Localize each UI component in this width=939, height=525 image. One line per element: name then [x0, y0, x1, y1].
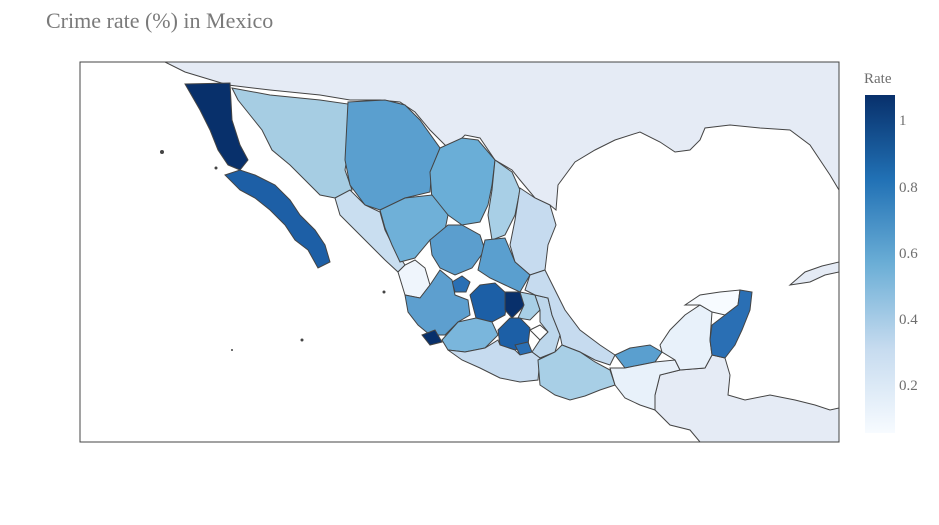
state-nuevo-leon[interactable] [487, 159, 521, 241]
state-colima[interactable] [421, 329, 443, 346]
colorbar-tick-label: 0.2 [899, 378, 918, 394]
state-guerrero[interactable] [447, 339, 541, 383]
colorbar-tick-label: 1 [899, 113, 907, 129]
state-queretaro[interactable] [504, 291, 526, 319]
colorbar-gradient [865, 95, 895, 433]
island-mark [160, 150, 164, 154]
state-chiapas[interactable] [609, 359, 681, 411]
state-jalisco[interactable] [404, 269, 471, 336]
state-chihuahua[interactable] [344, 99, 441, 211]
chart-title: Crime rate (%) in Mexico [46, 8, 274, 33]
island-mark [300, 338, 304, 342]
island-mark [214, 166, 218, 170]
colorbar-tick-label: 0.4 [899, 312, 918, 328]
state-zacatecas[interactable] [429, 224, 486, 276]
island-mark [382, 290, 386, 294]
map-frame [79, 61, 840, 443]
colorbar-tick-label: 0.6 [899, 246, 918, 262]
island-mark [231, 349, 233, 351]
state-veracruz[interactable] [524, 269, 616, 366]
state-baja-california-sur[interactable] [224, 169, 331, 269]
state-sonora[interactable] [231, 87, 353, 199]
colorbar-title: Rate [864, 71, 892, 87]
colorbar-tick-label: 0.8 [899, 180, 918, 196]
cuba-region [788, 261, 839, 286]
state-quintana-roo[interactable] [709, 289, 753, 359]
